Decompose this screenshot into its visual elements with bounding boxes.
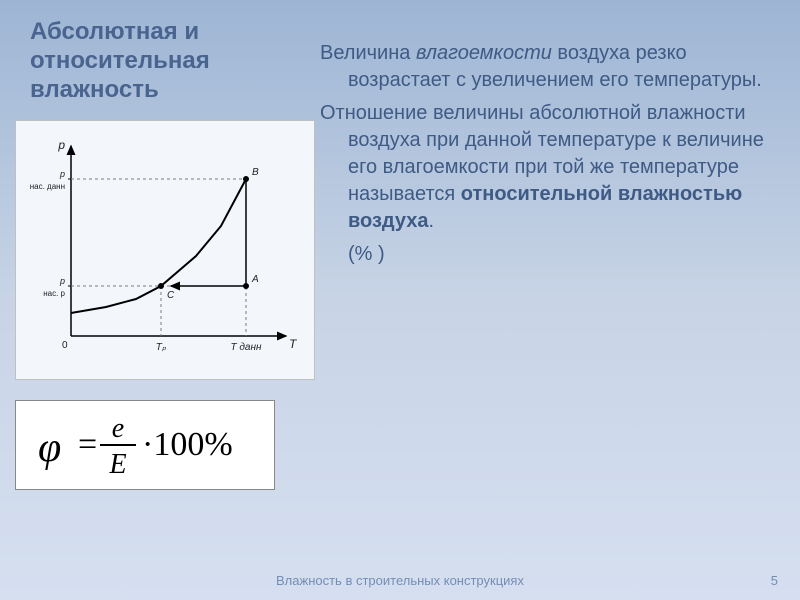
svg-text:e: e bbox=[112, 413, 124, 444]
para2-tail: . bbox=[428, 210, 434, 232]
svg-text:·100%: ·100% bbox=[142, 426, 233, 463]
slide-title: Абсолютная и относительная влажность bbox=[30, 18, 310, 104]
svg-text:T данн: T данн bbox=[231, 342, 262, 353]
svg-text:p: p bbox=[59, 276, 65, 286]
svg-text:φ: φ bbox=[38, 425, 61, 471]
svg-text:0: 0 bbox=[62, 340, 68, 351]
formula-box: φ = eE ·100% bbox=[15, 400, 275, 490]
svg-text:A: A bbox=[251, 274, 259, 285]
page-number: 5 bbox=[771, 573, 778, 588]
svg-text:нас. p: нас. p bbox=[43, 289, 65, 298]
paragraph-1: Величина влагоемкости воздуха резко возр… bbox=[320, 40, 765, 94]
percent-line: (% ) bbox=[320, 243, 385, 265]
svg-text:C: C bbox=[167, 290, 175, 301]
svg-text:=: = bbox=[78, 426, 97, 463]
paragraph-2: Отношение величины абсолютной влажности … bbox=[320, 100, 765, 235]
svg-text:p: p bbox=[57, 138, 65, 152]
svg-text:B: B bbox=[252, 167, 259, 178]
body-text-block: Величина влагоемкости воздуха резко возр… bbox=[320, 40, 765, 268]
svg-text:T: T bbox=[289, 337, 298, 351]
para1-lead: Величина bbox=[320, 42, 416, 64]
humidity-chart: A B Cp T 0 Tₚ T данн p нас. p p нас. данн bbox=[15, 120, 315, 380]
svg-text:p: p bbox=[59, 169, 65, 179]
footer-text: Влажность в строительных конструкциях bbox=[0, 573, 800, 588]
svg-text:Tₚ: Tₚ bbox=[156, 342, 167, 353]
para1-italic: влагоемкости bbox=[416, 42, 552, 64]
svg-text:нас. данн: нас. данн bbox=[30, 182, 65, 191]
svg-text:E: E bbox=[108, 449, 126, 480]
